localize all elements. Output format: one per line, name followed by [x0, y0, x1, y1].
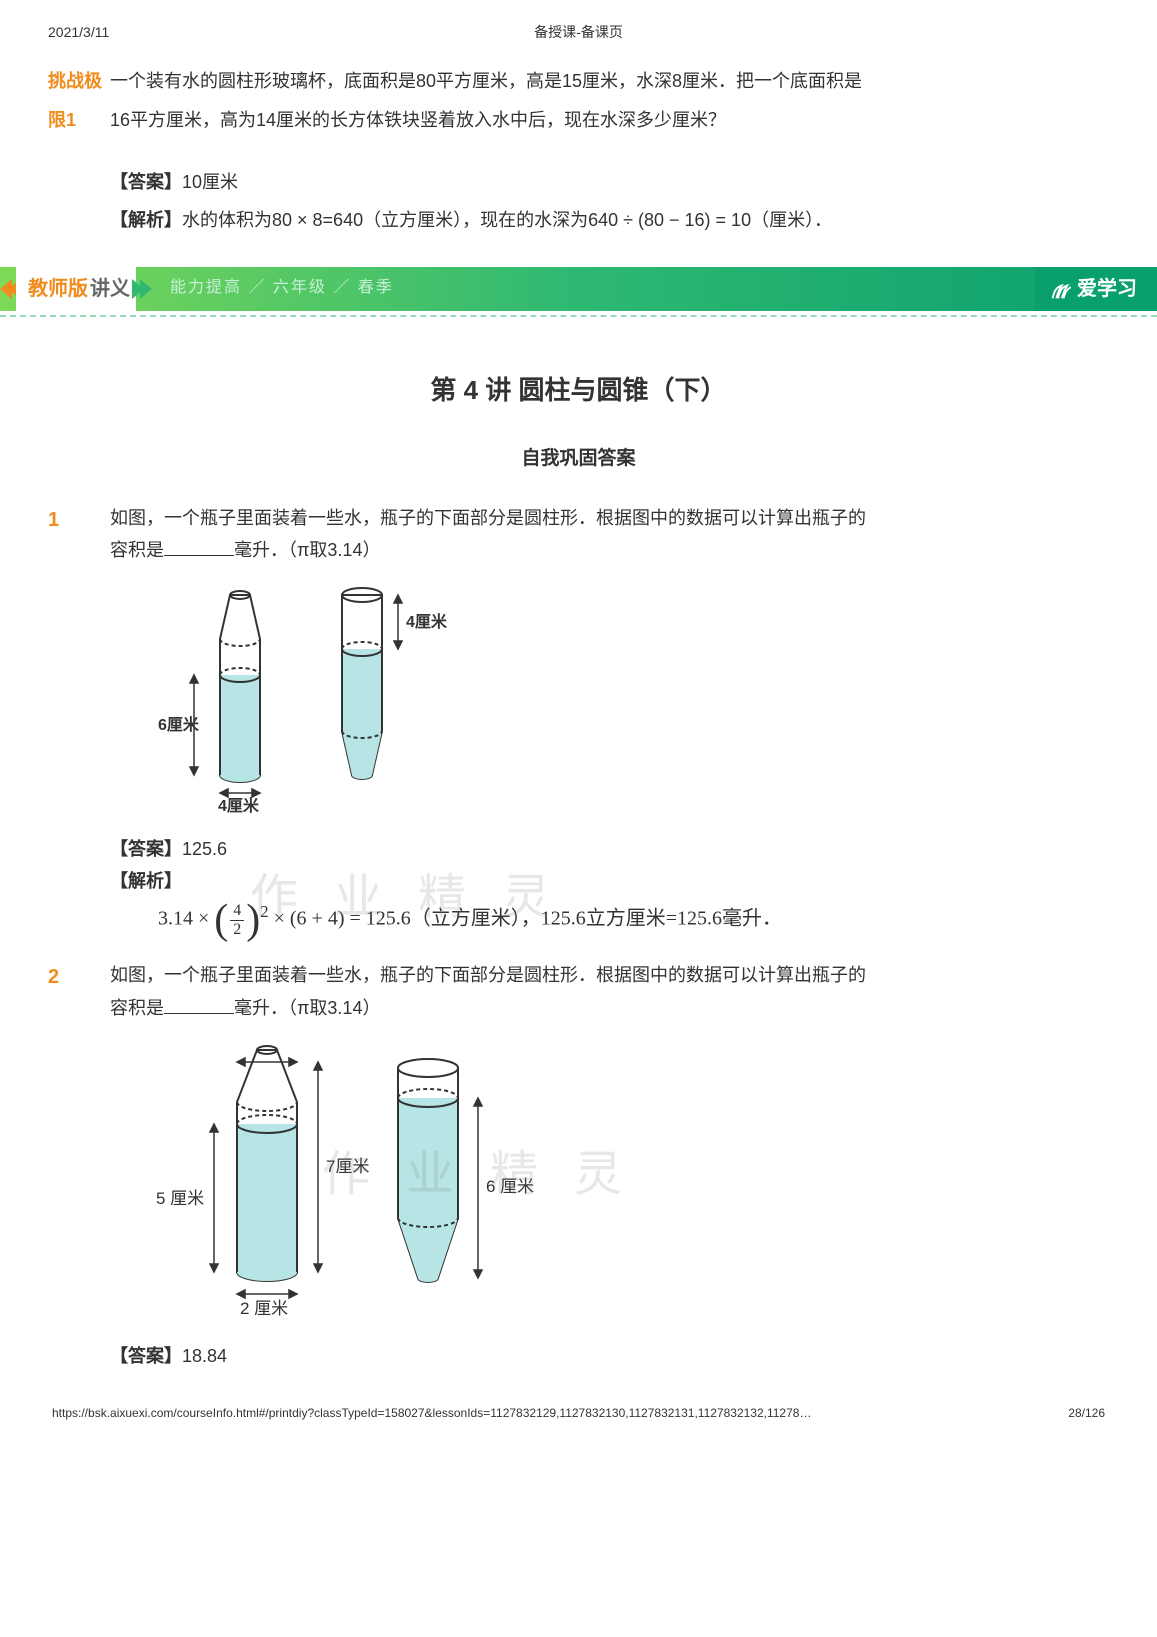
q1-answer-label: 【答案】	[110, 839, 182, 859]
q1-text-2b: 毫升．（π取3.14）	[234, 540, 380, 560]
q2-text-2b: 毫升．（π取3.14）	[234, 998, 380, 1018]
formula-pre: 3.14 ×	[158, 908, 209, 930]
dashed-line	[0, 315, 1157, 317]
banner-right: 爱学习	[1035, 267, 1157, 311]
q1-figure: 6厘米 4厘米	[122, 575, 1109, 815]
svg-text:5 厘米: 5 厘米	[156, 1189, 204, 1208]
q1-text-1: 如图，一个瓶子里面装着一些水，瓶子的下面部分是圆柱形．根据图中的数据可以计算出瓶…	[110, 502, 1109, 534]
q1-analysis-label: 【解析】	[110, 871, 182, 891]
blank-field	[164, 536, 234, 556]
answer-text: 10厘米	[182, 172, 238, 192]
page-footer: https://bsk.aixuexi.com/courseInfo.html#…	[48, 1403, 1109, 1425]
header-right	[989, 20, 1109, 45]
q2-answer-label: 【答案】	[110, 1346, 182, 1366]
challenge-text-2: 16平方厘米，高为14厘米的长方体铁块竖着放入水中后，现在水深多少厘米？	[110, 104, 1109, 136]
q2-text-2: 容积是 毫升．（π取3.14）	[110, 992, 1109, 1024]
dim-6cm: 6厘米	[158, 715, 200, 734]
banner-right-text: 爱学习	[1077, 271, 1137, 307]
challenge-problem-2: 限1 16平方厘米，高为14厘米的长方体铁块竖着放入水中后，现在水深多少厘米？	[48, 104, 1109, 136]
footer-url: https://bsk.aixuexi.com/courseInfo.html#…	[52, 1403, 811, 1425]
q2-text-2a: 容积是	[110, 998, 164, 1018]
chevron-right-icon	[140, 279, 152, 299]
q2-figure: 作 业 精 灵	[122, 1032, 1109, 1322]
header-date: 2021/3/11	[48, 20, 168, 45]
dim-4cm-bot: 4厘米	[218, 796, 260, 815]
q2: 2 如图，一个瓶子里面装着一些水，瓶子的下面部分是圆柱形．根据图中的数据可以计算…	[48, 959, 1109, 1372]
footer-page: 28/126	[1068, 1403, 1105, 1425]
banner-left-1: 教师版	[28, 271, 88, 307]
header-center: 备授课-备课页	[168, 20, 989, 45]
formula-post: × (6 + 4) = 125.6（立方厘米），125.6立方厘米=125.6毫…	[274, 908, 782, 930]
frac-den: 2	[230, 921, 244, 939]
dim-4cm-top: 4厘米	[406, 612, 448, 631]
lesson-title: 第 4 讲 圆柱与圆锥（下）	[48, 367, 1109, 414]
analysis-label: 【解析】	[110, 210, 182, 230]
svg-text:6 厘米: 6 厘米	[486, 1177, 534, 1196]
challenge-problem: 挑战极 一个装有水的圆柱形玻璃杯，底面积是80平方厘米，高是15厘米，水深8厘米…	[48, 65, 1109, 97]
banner-left: 教师版讲义	[16, 267, 136, 311]
q1-analysis: 作 业 精 灵 【解析】 3.14 × ( 4 – 2 )2 × (6 + 4)…	[110, 865, 1109, 941]
page: 2021/3/11 备授课-备课页 挑战极 一个装有水的圆柱形玻璃杯，底面积是8…	[0, 0, 1157, 1434]
formula-exp: 2	[260, 902, 268, 921]
q1-answer: 【答案】125.6	[110, 833, 1109, 865]
q2-num: 2	[48, 966, 59, 988]
banner-left-2: 讲义	[90, 271, 130, 307]
challenge-label-2: 限1	[48, 110, 76, 130]
q1: 1 如图，一个瓶子里面装着一些水，瓶子的下面部分是圆柱形．根据图中的数据可以计算…	[48, 502, 1109, 942]
banner-mid: 能力提高 ／ 六年级 ／ 春季	[152, 274, 1035, 303]
challenge-label-1: 挑战极	[48, 71, 102, 91]
analysis-text: 水的体积为80 × 8=640（立方厘米），现在的水深为640 ÷ (80 − …	[182, 210, 832, 230]
challenge-analysis-row: 【解析】水的体积为80 × 8=640（立方厘米），现在的水深为640 ÷ (8…	[48, 204, 1109, 236]
sub-title: 自我巩固答案	[48, 442, 1109, 476]
q2-answer: 【答案】18.84	[110, 1340, 1109, 1372]
q1-text-2: 容积是 毫升．（π取3.14）	[110, 534, 1109, 566]
answer-label: 【答案】	[110, 172, 182, 192]
challenge-answer-row: 【答案】10厘米	[48, 166, 1109, 198]
q2-text-1: 如图，一个瓶子里面装着一些水，瓶子的下面部分是圆柱形．根据图中的数据可以计算出瓶…	[110, 959, 1109, 991]
q2-answer-text: 18.84	[182, 1346, 227, 1366]
svg-text:7厘米: 7厘米	[326, 1157, 369, 1176]
svg-text:2 厘米: 2 厘米	[240, 1299, 288, 1318]
banner: 教师版讲义 能力提高 ／ 六年级 ／ 春季 爱学习	[0, 267, 1157, 317]
frac-num: 4	[230, 902, 244, 921]
challenge-text-1: 一个装有水的圆柱形玻璃杯，底面积是80平方厘米，高是15厘米，水深8厘米．把一个…	[110, 65, 1109, 97]
q1-formula: 3.14 × ( 4 – 2 )2 × (6 + 4) = 125.6（立方厘米…	[110, 897, 1109, 941]
q1-num: 1	[48, 509, 59, 531]
page-header: 2021/3/11 备授课-备课页	[48, 20, 1109, 45]
q1-answer-text: 125.6	[182, 839, 227, 859]
q1-text-2a: 容积是	[110, 540, 164, 560]
leaf-icon	[1049, 278, 1071, 300]
blank-field	[164, 994, 234, 1014]
